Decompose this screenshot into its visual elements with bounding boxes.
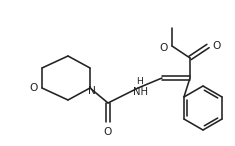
Text: O: O [160,43,168,53]
Text: N: N [88,86,96,96]
Text: O: O [213,41,221,51]
Text: O: O [104,127,112,137]
Text: H: H [137,77,143,86]
Text: NH: NH [133,87,148,97]
Text: O: O [30,83,38,93]
